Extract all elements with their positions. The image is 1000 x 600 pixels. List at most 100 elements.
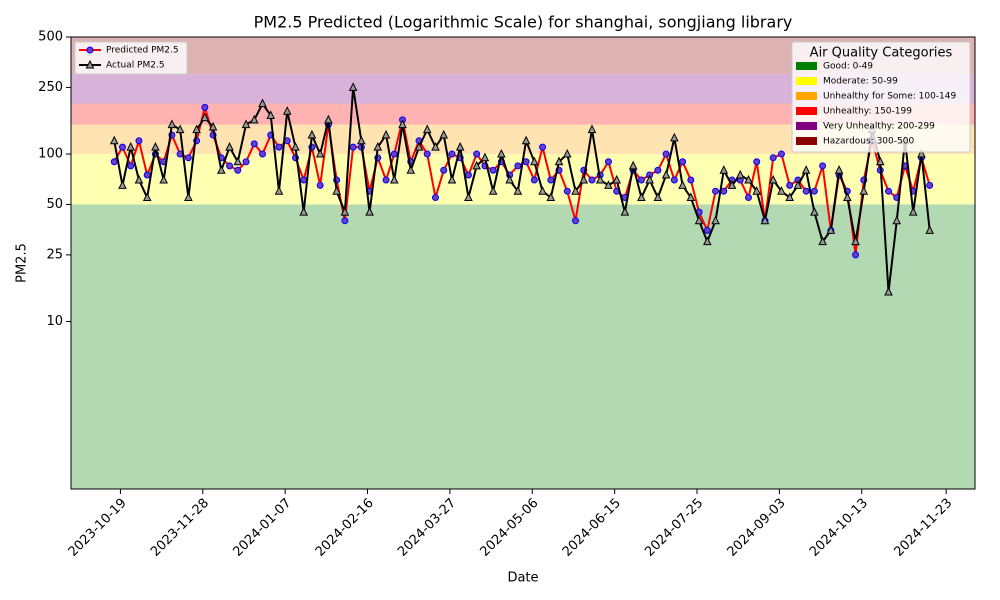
legend-swatch — [796, 62, 817, 70]
point — [349, 143, 357, 151]
point — [110, 158, 118, 166]
point — [521, 135, 531, 145]
point — [259, 150, 267, 158]
point — [184, 192, 193, 202]
point — [752, 186, 762, 195]
point — [142, 192, 152, 202]
legend-box — [74, 41, 188, 75]
legend-title: Air Quality Categories — [810, 46, 953, 61]
point — [834, 165, 844, 174]
point — [373, 142, 383, 151]
legend-label: Very Unhealthy: 200-299 — [823, 122, 935, 132]
point — [579, 174, 589, 184]
point — [357, 135, 366, 145]
point — [612, 174, 622, 184]
x-tick-label: 2024-09-03 — [725, 496, 789, 560]
x-tick-label: 2024-03-27 — [395, 496, 459, 560]
legend-label: Good: 0-49 — [823, 62, 873, 72]
point — [769, 154, 777, 162]
point — [315, 148, 325, 158]
x-tick-label: 2024-01-07 — [230, 496, 294, 560]
point — [431, 194, 439, 202]
point — [679, 158, 687, 166]
point — [926, 181, 934, 189]
x-tick-label: 2023-10-19 — [66, 496, 130, 560]
legend-label: Moderate: 50-99 — [823, 77, 898, 87]
point — [406, 165, 416, 174]
point — [440, 166, 448, 174]
point — [628, 160, 638, 170]
point — [217, 165, 226, 174]
point — [777, 150, 785, 158]
point — [818, 236, 827, 246]
point — [118, 143, 126, 151]
aqi-band — [71, 204, 975, 489]
point — [241, 119, 251, 129]
point — [135, 137, 143, 145]
point — [851, 236, 860, 246]
point — [678, 180, 687, 189]
point — [422, 124, 432, 134]
x-tick-label: 2024-05-06 — [478, 496, 542, 560]
point — [299, 207, 309, 216]
point — [711, 215, 720, 225]
point — [126, 142, 136, 151]
point — [826, 225, 836, 234]
point — [571, 186, 580, 195]
point — [702, 236, 712, 246]
point — [760, 215, 770, 225]
point — [381, 129, 391, 139]
y-tick-label: 50 — [46, 197, 63, 212]
point — [332, 186, 341, 195]
point — [661, 169, 671, 179]
point — [604, 180, 613, 189]
point — [464, 192, 473, 202]
point — [208, 121, 218, 131]
y-tick-label: 500 — [38, 30, 63, 45]
legend-box — [791, 41, 971, 153]
point — [472, 160, 481, 170]
point — [703, 226, 711, 234]
point — [810, 207, 819, 216]
legend-label: Unhealthy for Some: 100-149 — [823, 92, 956, 102]
point — [226, 162, 234, 170]
point — [274, 186, 284, 195]
point — [291, 142, 300, 151]
point — [637, 192, 646, 202]
point — [389, 174, 399, 184]
point — [225, 142, 234, 151]
point — [562, 148, 572, 158]
point — [382, 176, 390, 184]
point — [604, 158, 612, 166]
point — [786, 181, 794, 189]
point — [810, 187, 818, 195]
point — [184, 154, 192, 162]
point — [109, 135, 119, 145]
point — [513, 186, 523, 195]
legend-swatch — [796, 77, 817, 85]
point — [275, 143, 283, 151]
point — [234, 166, 242, 174]
point — [744, 174, 753, 184]
point — [448, 150, 456, 158]
point — [497, 148, 506, 158]
point — [134, 174, 144, 184]
point — [175, 124, 185, 134]
point — [316, 181, 324, 189]
x-axis-label: Date — [507, 571, 538, 586]
plot-frame — [70, 36, 976, 490]
point — [538, 186, 547, 195]
y-tick-label: 100 — [38, 147, 63, 162]
point — [159, 174, 168, 184]
point — [875, 156, 885, 166]
point — [637, 176, 645, 184]
point — [324, 114, 333, 124]
point — [192, 124, 201, 134]
aqi-band — [71, 103, 975, 125]
legend-swatch — [796, 92, 817, 100]
point — [398, 119, 407, 129]
legend-marker — [85, 59, 95, 69]
legend-label: Hazardous: 300-500 — [823, 137, 914, 147]
